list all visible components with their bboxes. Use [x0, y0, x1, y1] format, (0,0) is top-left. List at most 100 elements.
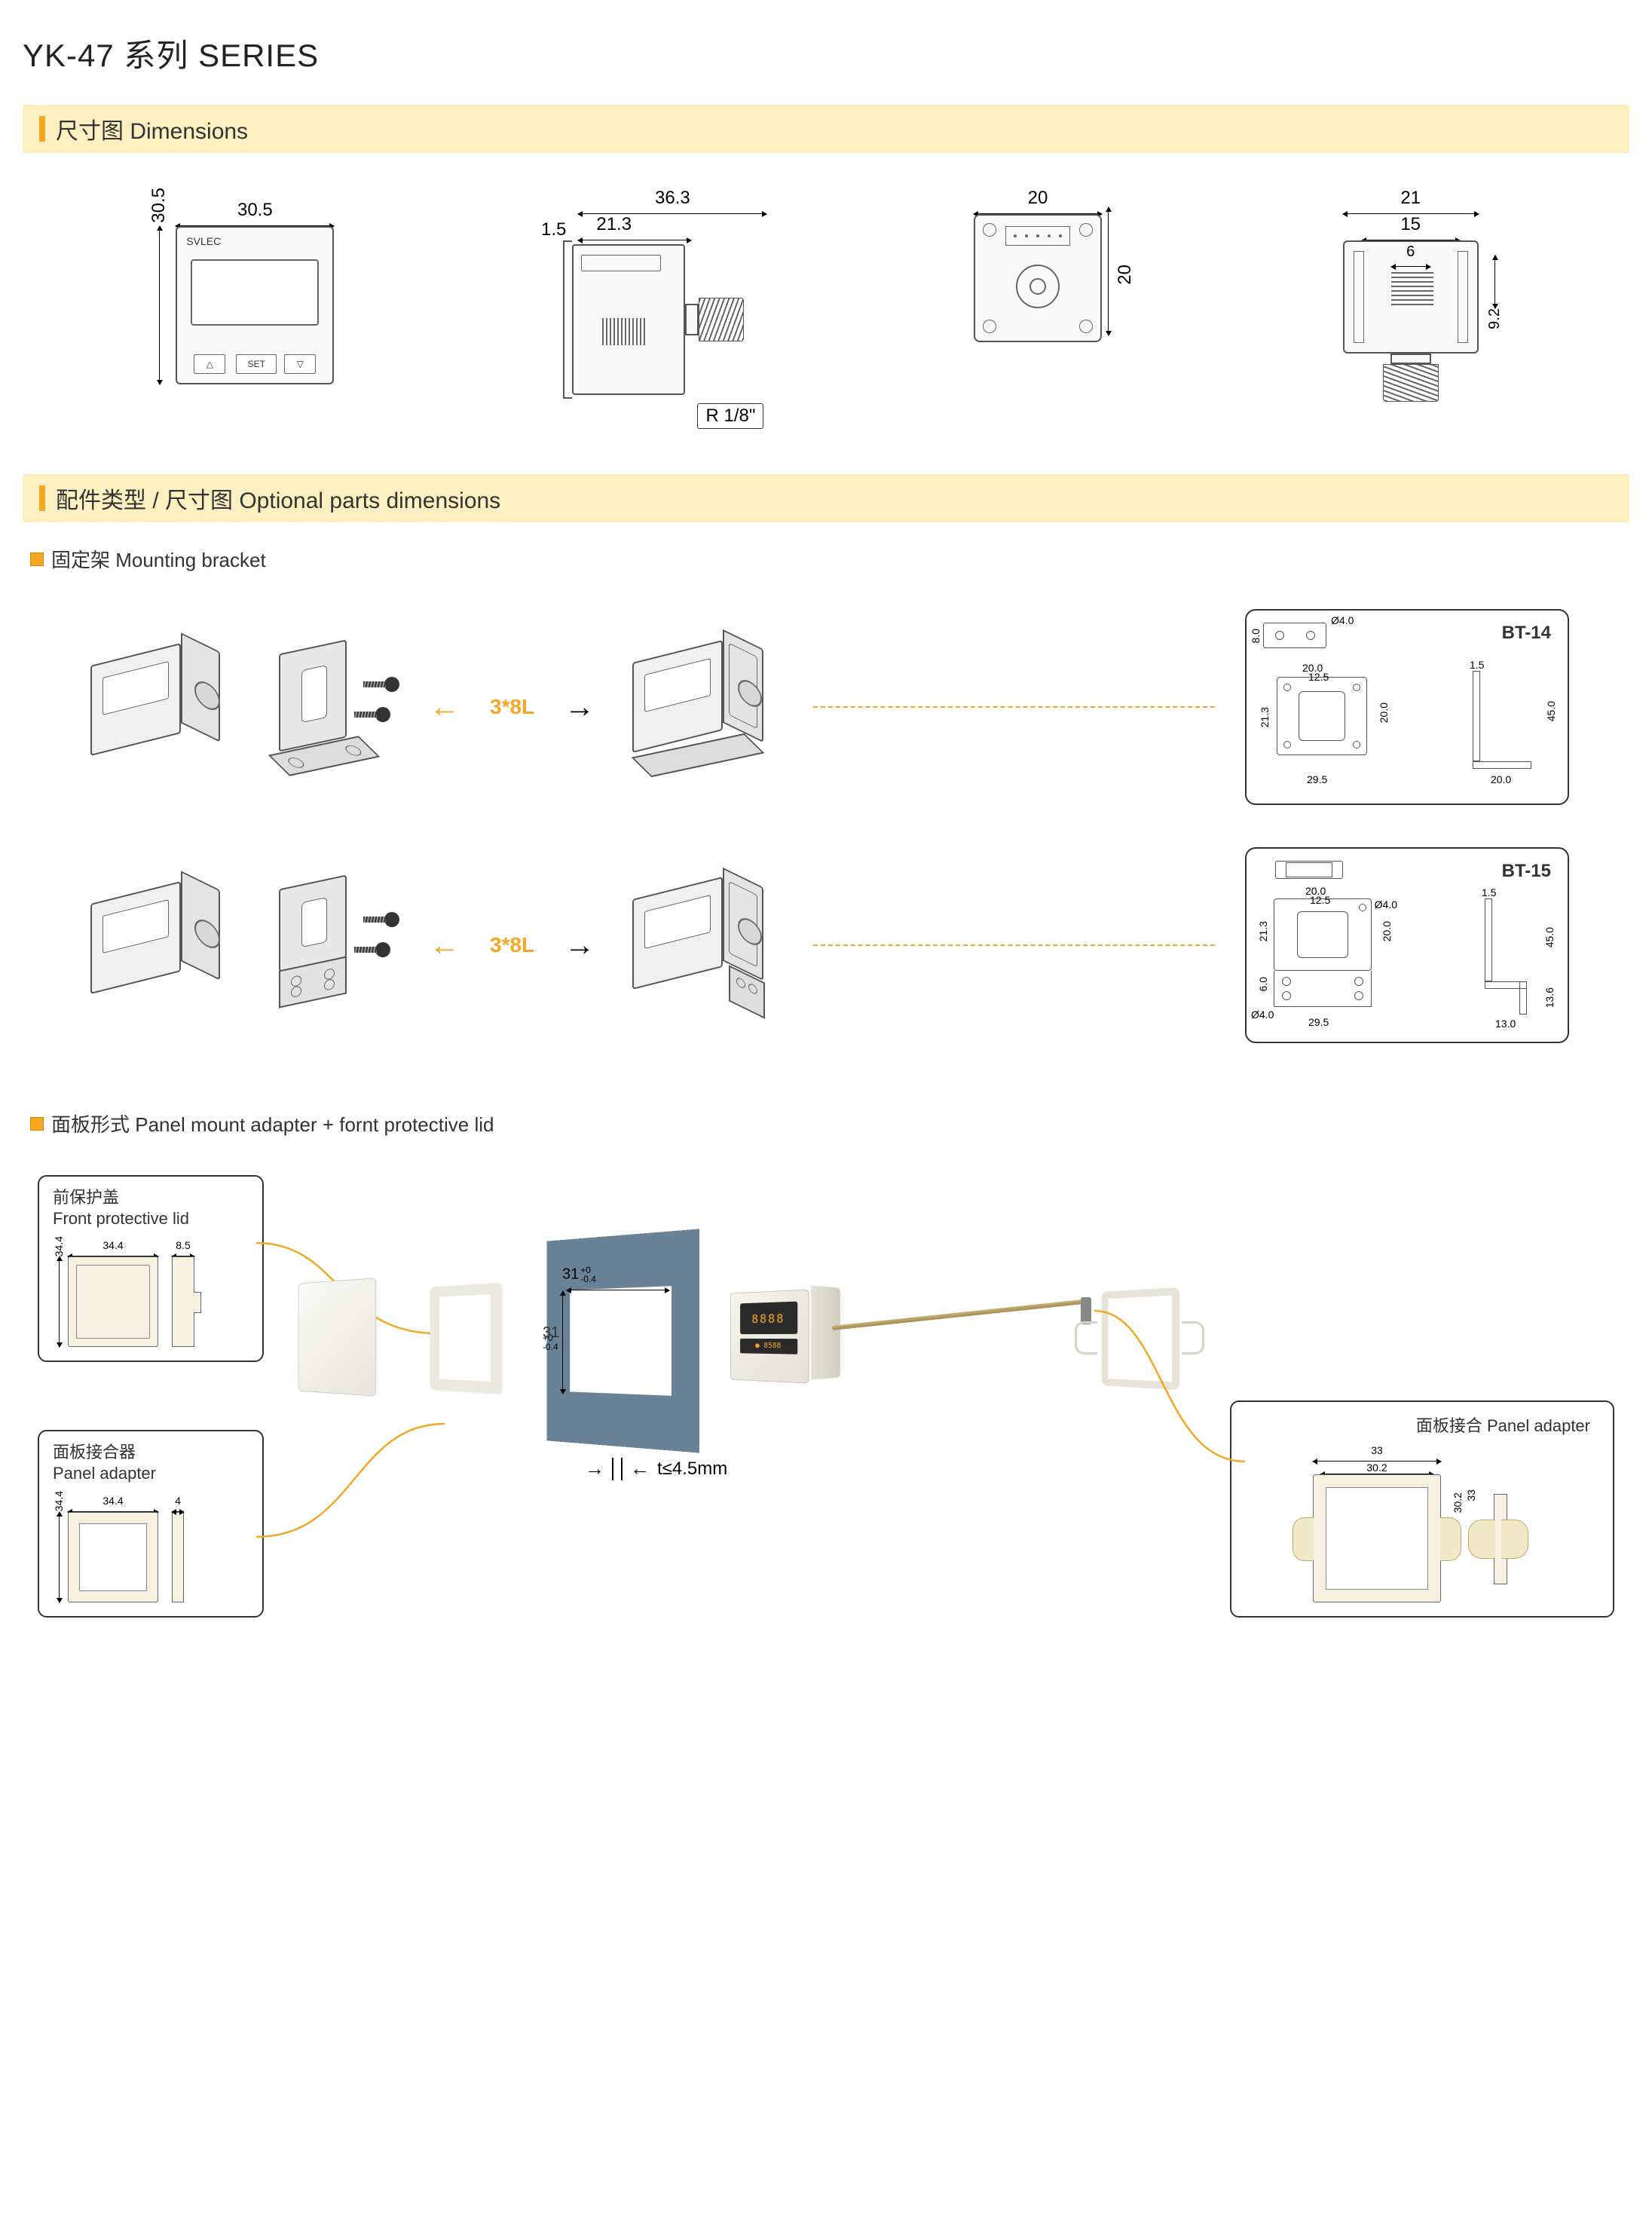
dim-top-inner: 15: [1400, 214, 1421, 235]
side-body: [572, 244, 685, 395]
dim-d11: 13.6: [1543, 987, 1556, 1008]
accent-bar: [39, 116, 45, 142]
dim-d7: Ø4.0: [1251, 1009, 1274, 1021]
square-bullet-icon: [30, 552, 44, 566]
screw-icon: [353, 942, 390, 957]
dim-d8: 29.5: [1308, 1016, 1329, 1028]
lcd-screen: [191, 259, 319, 326]
adapter-right-side: [1471, 1494, 1531, 1584]
bt15-dims-box: BT-15 20.0 12.5 Ø4.0 20.0 21.3 6.0 Ø4.0 …: [1245, 847, 1569, 1043]
probe-rod: [832, 1299, 1088, 1330]
dim-d4: 20.0: [1381, 921, 1393, 941]
adapter-right-title: 面板接合 Panel adapter: [1248, 1416, 1596, 1437]
screw-icon: [353, 707, 390, 722]
adapter-right-callout: 面板接合 Panel adapter 33 30.2 30.2 33: [1230, 1400, 1614, 1618]
bracket-exploded-iso-bt15: [271, 870, 399, 1021]
dim-d6: 6.0: [1257, 977, 1269, 991]
bracket-heading-text: 固定架 Mounting bracket: [51, 545, 266, 573]
panel-heading-text: 面板形式 Panel mount adapter + fornt protect…: [51, 1110, 494, 1137]
adapter-frame-3d: [421, 1273, 519, 1409]
bt14-dims-box: BT-14 Ø4.0 8.0 20.0 12.5 20.0 21.3 29.5 …: [1245, 609, 1569, 805]
dim-total: 36.3: [655, 188, 690, 208]
dim-top-w: 21: [1400, 188, 1421, 209]
bracket-exploded-iso: [271, 632, 399, 782]
plate-h-val: 31: [543, 1324, 559, 1342]
thread-fitting-top: [1383, 354, 1439, 402]
dim-d9: 1.5: [1482, 886, 1496, 898]
lid-d: 8.5: [172, 1239, 194, 1251]
lid-front-view: [68, 1256, 158, 1347]
plate-w-dim: 31+0-0.4: [562, 1266, 596, 1284]
set-button: SET: [236, 354, 277, 374]
section-parts-header: 配件类型 / 尺寸图 Optional parts dimensions: [23, 474, 1629, 522]
screw-icon: [362, 677, 399, 692]
dim-rear-view: 20 20: [974, 188, 1136, 342]
up-button-icon: △: [194, 354, 225, 374]
screw-hole-icon: [983, 223, 996, 237]
bracket-side-drawing: 1.5 45.0 13.6 13.0: [1485, 898, 1537, 1027]
dim-top-depth: 9.2: [1486, 308, 1504, 329]
arrow-right-icon: →: [585, 1457, 604, 1480]
panel-heading: 面板形式 Panel mount adapter + fornt protect…: [30, 1110, 1629, 1137]
down-button-icon: ▽: [284, 354, 316, 374]
dim-d12: 13.0: [1495, 1018, 1516, 1030]
lid-3d: [286, 1266, 399, 1416]
arrow-left-icon: ←: [430, 690, 460, 724]
dim-d6: 21.3: [1259, 707, 1271, 727]
lid-title: 前保护盖 Front protective lid: [53, 1187, 249, 1229]
section-parts-title: 配件类型 / 尺寸图 Optional parts dimensions: [56, 482, 500, 515]
rear-body: [974, 214, 1102, 342]
dim-h-label: 30.5: [148, 188, 170, 223]
arrow-right-icon: →: [564, 690, 595, 724]
lid-h: 34.4: [53, 1236, 65, 1256]
dim-d5: 21.3: [1257, 921, 1269, 941]
top-body: 6: [1343, 240, 1479, 354]
dash-connector: [813, 706, 1215, 708]
bt15-row: ← 3*8L → BT-15: [23, 834, 1629, 1057]
dim-d1: Ø4.0: [1331, 614, 1354, 626]
part-id: BT-14: [1502, 623, 1551, 644]
part-id: BT-15: [1502, 861, 1551, 882]
dim-d2: 8.0: [1250, 629, 1262, 643]
lid-callout: 前保护盖 Front protective lid 34.4 34.4: [38, 1175, 264, 1362]
center-assembly: 31+0-0.4 +0-0.4 31 → ← t≤4.5mm 8888 ● 85…: [286, 1235, 1207, 1446]
page-title: YK-47 系列 SERIES: [23, 30, 1629, 76]
dim-top-detail: 6: [1406, 243, 1415, 261]
connector-port: [1005, 226, 1070, 246]
dim-rear-h: 20: [1115, 265, 1136, 285]
section-dimensions-title: 尺寸图 Dimensions: [56, 112, 248, 145]
port-ring: [1016, 265, 1060, 308]
screw-label: 3*8L: [490, 933, 534, 957]
screw-icon: [362, 912, 399, 927]
adapter-w: 34.4: [68, 1495, 158, 1507]
square-bullet-icon: [30, 1117, 44, 1131]
arrow-left-icon: ←: [630, 1457, 650, 1480]
adapter-left-callout: 面板接合器 Panel adapter 34.4 34.4: [38, 1430, 264, 1617]
vent-lines: [1391, 272, 1433, 305]
dimensions-row: 30.5 30.5 SVLEC △ SET ▽ 1.5 36.3 21.3: [23, 173, 1629, 474]
adapter-h: 34.4: [53, 1491, 65, 1511]
vent-lines: [602, 318, 646, 345]
brand-text: SVLEC: [186, 235, 221, 247]
dim-d7: 29.5: [1307, 773, 1327, 785]
ar-w1: 33: [1313, 1444, 1441, 1456]
dim-d10: 45.0: [1543, 927, 1556, 947]
dim-d2: 12.5: [1310, 894, 1330, 906]
bracket-heading: 固定架 Mounting bracket: [30, 545, 1629, 573]
thread-fitting: [685, 293, 745, 346]
device-exploded-iso: [83, 632, 241, 782]
adapter-left-title: 面板接合器 Panel adapter: [53, 1442, 249, 1483]
screw-hole-icon: [1079, 320, 1093, 333]
dim-d5: 20.0: [1378, 702, 1390, 723]
lid-side-view: [172, 1256, 194, 1347]
dim-w-label: 30.5: [237, 200, 273, 221]
adapter-right-front: [1313, 1474, 1441, 1602]
screw-hole-icon: [1079, 223, 1093, 237]
dim-d10: 20.0: [1491, 773, 1511, 785]
dim-d3: Ø4.0: [1375, 898, 1397, 911]
accent-bar: [39, 485, 45, 511]
dim-lip: 1.5: [541, 219, 566, 240]
device-assembled-iso: [625, 870, 783, 1021]
bt14-row: ← 3*8L → BT-14 Ø4.0 8.0 20.0: [23, 595, 1629, 819]
dim-top-view: 21 15 6 9.2: [1343, 188, 1504, 402]
